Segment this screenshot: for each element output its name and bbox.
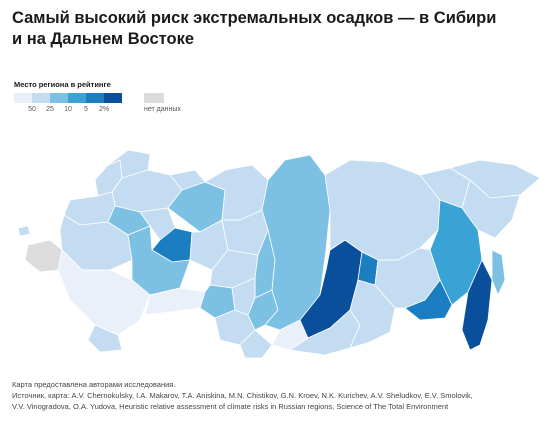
legend-tick: 5 (84, 106, 88, 113)
map-region-caucasus (87, 324, 123, 353)
footer-note: Карта предоставлена авторами исследовани… (12, 380, 176, 389)
legend-swatch-6 (104, 93, 122, 103)
legend-title: Место региона в рейтинге (14, 80, 111, 89)
legend-nodata-label: нет данных (144, 106, 181, 113)
legend-tick: 25 (46, 106, 54, 113)
map-region-crimea (24, 239, 63, 273)
map-region-primorsky (461, 259, 493, 351)
legend-swatch-4 (68, 93, 86, 103)
legend-tick: 10 (64, 106, 72, 113)
legend-swatch-5 (86, 93, 104, 103)
legend-tick: 50 (28, 106, 36, 113)
legend-scale: 50 25 10 5 2% (14, 93, 122, 113)
legend-nodata-swatch (144, 93, 164, 103)
map-region-south (57, 249, 151, 336)
footer-source-line-2: V.V. Vinogradova, O.A. Yudova, Heuristic… (12, 402, 449, 411)
russia-map (17, 149, 541, 359)
map-region-central (59, 214, 133, 271)
page-title: Самый высокий риск экстремальных осадков… (12, 8, 532, 50)
map-region-sakhalin (491, 249, 506, 297)
legend-nodata: нет данных (144, 93, 181, 113)
map-region-volga (127, 225, 191, 296)
map-region-tuva (239, 329, 273, 359)
legend-tick: 2% (98, 106, 110, 113)
map-region-jewish-ao (404, 279, 453, 321)
title-line-1: Самый высокий риск экстремальных осадков… (12, 9, 497, 27)
legend: Место региона в рейтинге 50 25 10 5 2% н… (14, 80, 181, 113)
title-line-2: и на Дальнем Востоке (12, 30, 195, 48)
footer-source-line-1: Источник, карта: A.V. Chernokulsky, I.A.… (12, 391, 473, 400)
legend-swatch-2 (32, 93, 50, 103)
footer: Карта предоставлена авторами исследовани… (12, 379, 532, 412)
legend-swatch-1 (14, 93, 32, 103)
map-region-kaliningrad (17, 225, 31, 237)
legend-swatch-3 (50, 93, 68, 103)
